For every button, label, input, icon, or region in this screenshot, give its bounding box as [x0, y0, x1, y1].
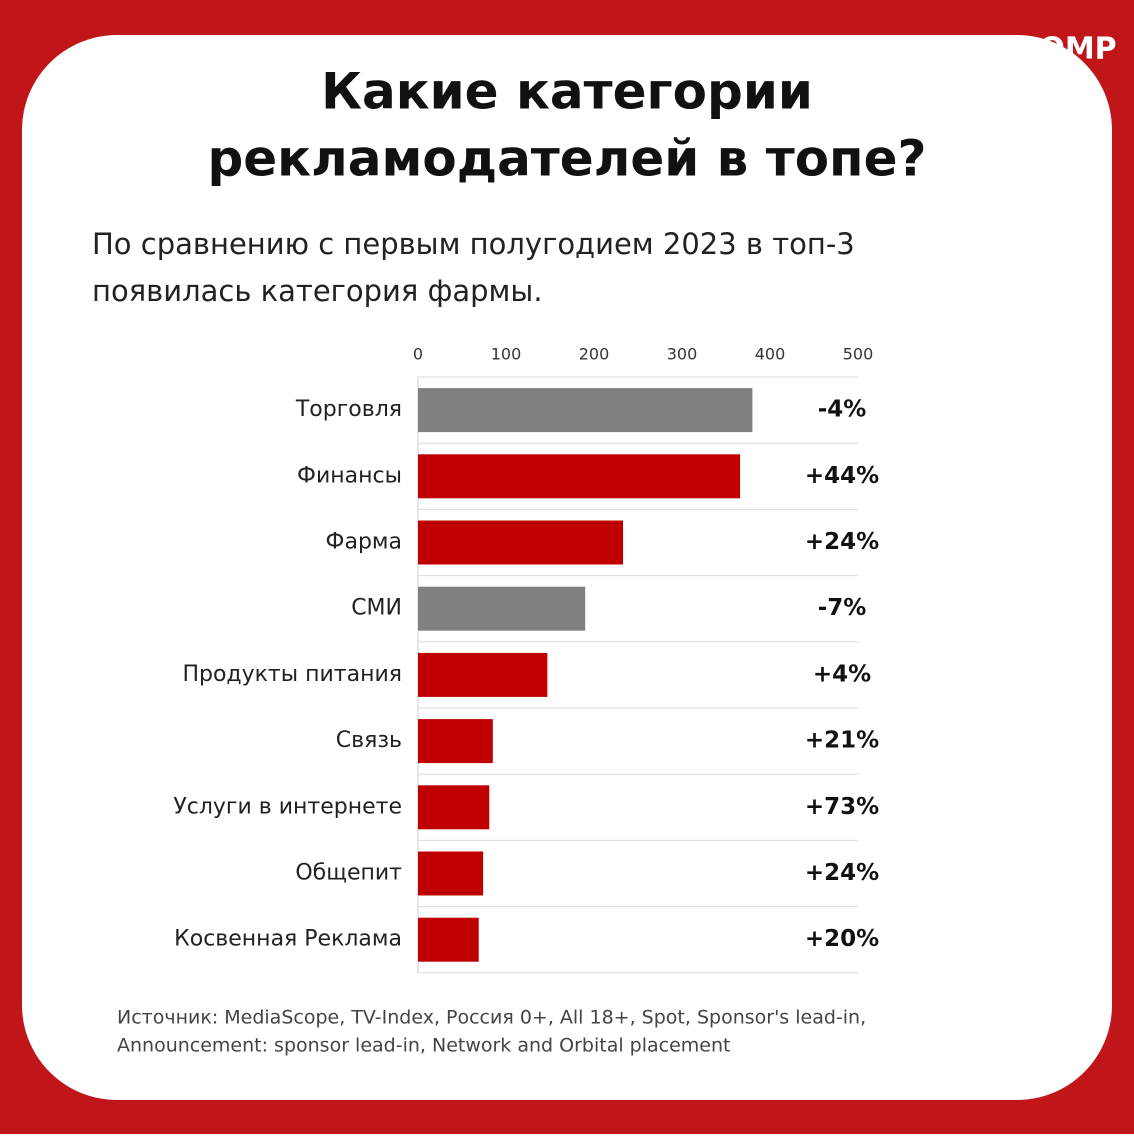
category-label: Связь — [336, 728, 402, 753]
x-tick-label: 500 — [843, 345, 874, 364]
bar — [418, 785, 490, 830]
bar — [418, 586, 586, 631]
bar — [418, 917, 479, 962]
source-line: Источник: MediaScope, TV-Index, Россия 0… — [117, 1007, 866, 1029]
title-line: Какие категории — [321, 63, 813, 121]
logo: OMP — [1039, 32, 1116, 67]
category-label: Продукты питания — [182, 662, 402, 687]
change-label: -4% — [818, 397, 867, 423]
change-label: +20% — [805, 926, 879, 952]
change-label: +73% — [805, 794, 879, 820]
bar — [418, 520, 624, 565]
x-tick-label: 0 — [413, 345, 423, 364]
x-tick-label: 400 — [755, 345, 786, 364]
card — [22, 35, 1112, 1100]
x-tick-label: 200 — [579, 345, 610, 364]
title-line: рекламодателей в топе? — [207, 130, 926, 188]
category-label: Косвенная Реклама — [174, 927, 402, 952]
category-label: Общепит — [295, 861, 402, 886]
category-label: Финансы — [297, 463, 402, 488]
category-label: Услуги в интернете — [173, 794, 402, 819]
change-label: -7% — [818, 595, 867, 621]
bar — [418, 719, 493, 764]
source-line: Announcement: sponsor lead-in, Network a… — [117, 1035, 730, 1057]
category-label: СМИ — [351, 596, 402, 621]
bar — [418, 652, 548, 697]
bar — [418, 388, 753, 433]
category-label: Торговля — [295, 397, 402, 422]
bar — [418, 454, 741, 499]
subtitle-line: По сравнению с первым полугодием 2023 в … — [92, 227, 855, 261]
category-label: Фарма — [326, 530, 402, 555]
change-label: +24% — [805, 860, 879, 886]
change-label: +4% — [813, 661, 871, 687]
change-label: +24% — [805, 529, 879, 555]
x-tick-label: 100 — [491, 345, 522, 364]
subtitle-line: появилась категория фармы. — [92, 274, 543, 308]
change-label: +21% — [805, 728, 879, 754]
bar — [418, 851, 484, 896]
change-label: +44% — [805, 463, 879, 489]
x-tick-label: 300 — [667, 345, 698, 364]
